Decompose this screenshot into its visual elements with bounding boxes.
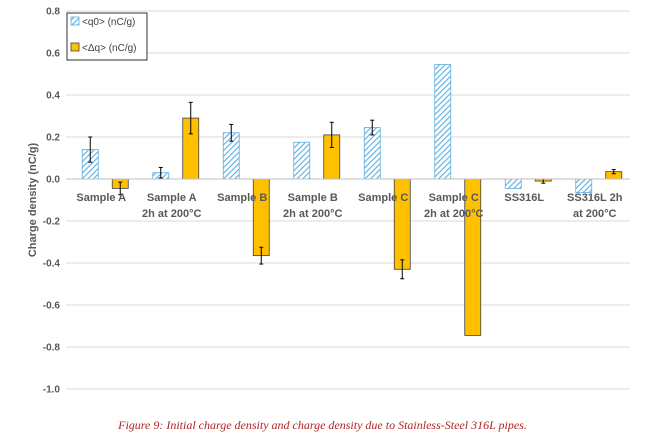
- bar-q0: [434, 64, 452, 180]
- bar-dq: [252, 178, 270, 257]
- category-label-line: SS316L: [504, 192, 544, 204]
- y-tick-label: 0.2: [46, 133, 60, 144]
- category-label-line: Sample C: [429, 192, 479, 204]
- category-label: Sample C 2h at 200°C: [424, 192, 483, 220]
- bar-q0: [293, 141, 311, 180]
- grid-layer: [66, 10, 630, 390]
- legend-box: [66, 12, 148, 61]
- category-label: Sample B: [217, 192, 267, 204]
- label-layer: 0.8 0.6 0.4 0.2 0.0 -0.2 -0.4 -0.6 -0.8 -1.0 Sampl…: [43, 7, 623, 396]
- y-tick-label: -1.0: [43, 385, 61, 396]
- y-tick-label: 0.6: [46, 49, 60, 60]
- category-label-line: 2h at 200°C: [424, 208, 483, 220]
- y-tick-label: 0.4: [46, 91, 60, 102]
- category-label: Sample B 2h at 200°C: [283, 192, 342, 220]
- y-tick-label: 0.0: [46, 175, 60, 186]
- category-label-line: Sample B: [288, 192, 338, 204]
- category-label: Sample A 2h at 200°C: [142, 192, 201, 220]
- category-label-line: SS316L 2h: [567, 192, 623, 204]
- category-label-line: Sample B: [217, 192, 267, 204]
- y-tick-label: -0.4: [43, 259, 61, 270]
- bar-layer: [81, 64, 623, 336]
- figure-caption: Figure 9: Initial charge density and cha…: [118, 418, 527, 432]
- legend: <q0> (nC/g) <Δq> (nC/g): [66, 12, 148, 61]
- category-label-line: Sample A: [76, 192, 126, 204]
- legend-label: <q0> (nC/g): [82, 17, 135, 28]
- legend-swatch-q0: [70, 16, 80, 26]
- y-tick-label: 0.8: [46, 7, 60, 18]
- y-tick-label: -0.6: [43, 301, 61, 312]
- category-label-line: 2h at 200°C: [142, 208, 201, 220]
- bar-q0: [575, 178, 593, 194]
- legend-swatch-dq: [70, 42, 80, 52]
- y-tick-label: -0.8: [43, 343, 61, 354]
- category-label-line: Sample A: [147, 192, 197, 204]
- y-tick-label: -0.2: [43, 217, 61, 228]
- category-label-line: at 200°C: [573, 208, 617, 220]
- category-label-line: Sample C: [358, 192, 408, 204]
- category-label: Sample A: [76, 192, 126, 204]
- category-label-line: 2h at 200°C: [283, 208, 342, 220]
- bar-q0: [504, 178, 522, 189]
- y-axis-title: Charge density (nC/g): [27, 143, 39, 258]
- category-label: Sample C: [358, 192, 408, 204]
- category-label: SS316L: [504, 192, 544, 204]
- legend-label: <Δq> (nC/g): [82, 43, 136, 54]
- category-label: SS316L 2h at 200°C: [567, 192, 623, 220]
